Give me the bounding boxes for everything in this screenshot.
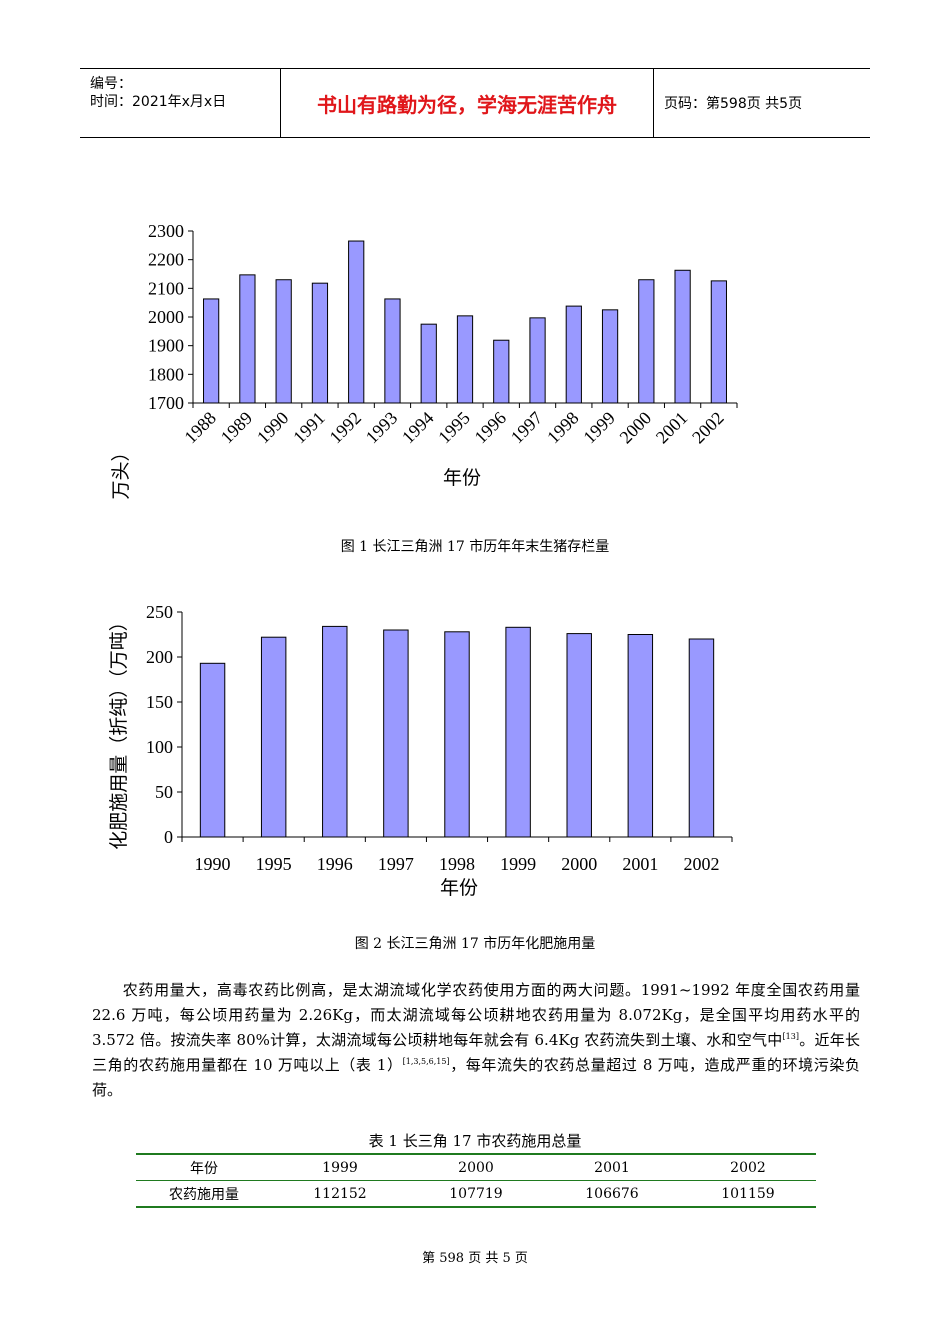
x-tick-label: 1997	[507, 408, 547, 448]
table-header-row: 年份 1999 2000 2001 2002	[136, 1153, 816, 1181]
bar	[348, 240, 365, 404]
x-tick-label: 2000	[561, 854, 597, 874]
x-tick-label: 1999	[579, 408, 619, 448]
bar	[383, 629, 409, 838]
x-tick-label: 1990	[195, 854, 231, 874]
figure2-caption: 图 2 长江三角洲 17 市历年化肥施用量	[354, 936, 596, 952]
x-tick-label: 1991	[289, 408, 329, 448]
x-tick-label: 2001	[622, 854, 658, 874]
x-tick-label: 1997	[378, 854, 414, 874]
x-tick-label: 2002	[683, 854, 719, 874]
y-tick-label: 1700	[148, 393, 184, 413]
y-tick-label: 2200	[148, 250, 184, 270]
x-tick-label: 1992	[325, 408, 365, 448]
citation-ref: [1,3,5,6,15]	[402, 1057, 450, 1066]
fertilizer-chart: 化肥施用量（折纯）（万吨） 年份 0 50 100 150 200 250 1990 1995…	[108, 602, 733, 899]
bar	[322, 625, 348, 838]
bar	[493, 339, 510, 404]
bar	[239, 274, 256, 404]
x-axis-label: 年份	[440, 877, 478, 899]
pig-stock-chart: 生猪存栏量（万头） 年份 1700 1800 1900 2000 2100 2200 230…	[110, 221, 738, 500]
date-label: 时间：2021年x月x日	[90, 94, 227, 110]
x-tick-label: 1998	[439, 854, 475, 874]
header-motto: 书山有路勤为径，学海无涯苦作舟	[281, 69, 654, 137]
y-tick-label: 1800	[148, 364, 184, 384]
number-label: 编号：	[90, 76, 132, 92]
x-tick-label: 2002	[688, 408, 728, 448]
y-tick-label: 2100	[148, 278, 184, 298]
x-tick-label: 1990	[253, 408, 293, 448]
paragraph-text-1: 农药用量大，高毒农药比例高，是太湖流域化学农药使用方面的两大问题。1991~19…	[92, 981, 860, 1049]
paragraph-text-2: 。近年长三角的农药施用量都在 10 万吨以上（表 1）	[92, 1031, 860, 1074]
x-tick-label: 2001	[652, 408, 692, 448]
y-tick-label: 100	[146, 737, 173, 757]
y-tick-label: 2000	[148, 307, 184, 327]
y-tick-label: 150	[146, 692, 173, 712]
bar	[565, 305, 582, 404]
table-header-cell: 2000	[408, 1153, 544, 1181]
bar	[505, 626, 531, 838]
table-cell: 农药施用量	[136, 1180, 272, 1208]
x-tick-label: 1998	[543, 408, 583, 448]
table-header-cell: 1999	[272, 1153, 408, 1181]
table-header-cell: 年份	[136, 1153, 272, 1181]
y-tick-label: 250	[146, 602, 173, 622]
table-cell: 112152	[272, 1180, 408, 1208]
bar	[260, 636, 287, 838]
table-row: 农药施用量 112152 107719 106676 101159	[136, 1180, 816, 1208]
x-tick-label: 1999	[500, 854, 536, 874]
bar	[444, 631, 470, 838]
bar	[688, 638, 715, 838]
figure1-caption: 图 1 长江三角洲 17 市历年年末生猪存栏量	[340, 539, 610, 555]
y-tick-label: 1900	[148, 336, 184, 356]
y-tick-label: 2300	[148, 221, 184, 241]
table1-caption: 表 1 长三角 17 市农药施用总量	[368, 1132, 582, 1150]
bar	[456, 315, 474, 404]
y-tick-label: 0	[164, 827, 173, 847]
x-tick-label: 1993	[362, 408, 402, 448]
citation-ref: [13]	[782, 1032, 799, 1041]
bar	[627, 634, 654, 838]
page-header: 编号： 时间：2021年x月x日 书山有路勤为径，学海无涯苦作舟 页码：第598…	[80, 68, 870, 138]
body-paragraph: 农药用量大，高毒农药比例高，是太湖流域化学农药使用方面的两大问题。1991~19…	[92, 978, 860, 1103]
y-axis-label: 生猪存栏量（万头）	[110, 442, 132, 500]
x-tick-label: 2000	[616, 408, 656, 448]
table-header-cell: 2002	[680, 1153, 816, 1181]
y-axis-label: 化肥施用量（折纯）（万吨）	[108, 612, 130, 850]
paragraph-text-3: ，每年流失的农药总量超过 8 万吨，造成严重的环境污染负荷。	[92, 1056, 860, 1099]
bar	[638, 279, 655, 404]
header-info-cell: 编号： 时间：2021年x月x日	[80, 69, 281, 137]
bar	[674, 269, 691, 404]
bar	[311, 282, 329, 404]
bar	[420, 323, 437, 404]
x-tick-label: 1995	[256, 854, 292, 874]
x-tick-label: 1988	[180, 408, 220, 448]
table-cell: 101159	[680, 1180, 816, 1208]
x-tick-label: 1996	[317, 854, 353, 874]
table-header-cell: 2001	[544, 1153, 680, 1181]
x-tick-label: 1995	[434, 408, 474, 448]
y-tick-label: 200	[146, 647, 173, 667]
page-footer: 第 598 页 共 5 页	[422, 1251, 528, 1266]
bar	[384, 298, 401, 404]
x-axis-label: 年份	[443, 467, 481, 489]
bar	[601, 309, 619, 404]
bar	[203, 298, 220, 404]
pesticide-table: 年份 1999 2000 2001 2002 农药施用量 112152 1077…	[136, 1153, 816, 1208]
x-tick-label: 1989	[217, 408, 257, 448]
x-tick-label: 1994	[398, 408, 438, 448]
table-cell: 107719	[408, 1180, 544, 1208]
x-tick-label: 1996	[470, 408, 510, 448]
y-tick-label: 50	[155, 782, 173, 802]
header-page-label: 页码：第598页 共5页	[664, 96, 803, 112]
bar	[529, 317, 546, 404]
bar	[566, 633, 592, 838]
bar	[199, 662, 226, 838]
table-cell: 106676	[544, 1180, 680, 1208]
bar	[275, 279, 292, 404]
bar	[710, 280, 727, 404]
